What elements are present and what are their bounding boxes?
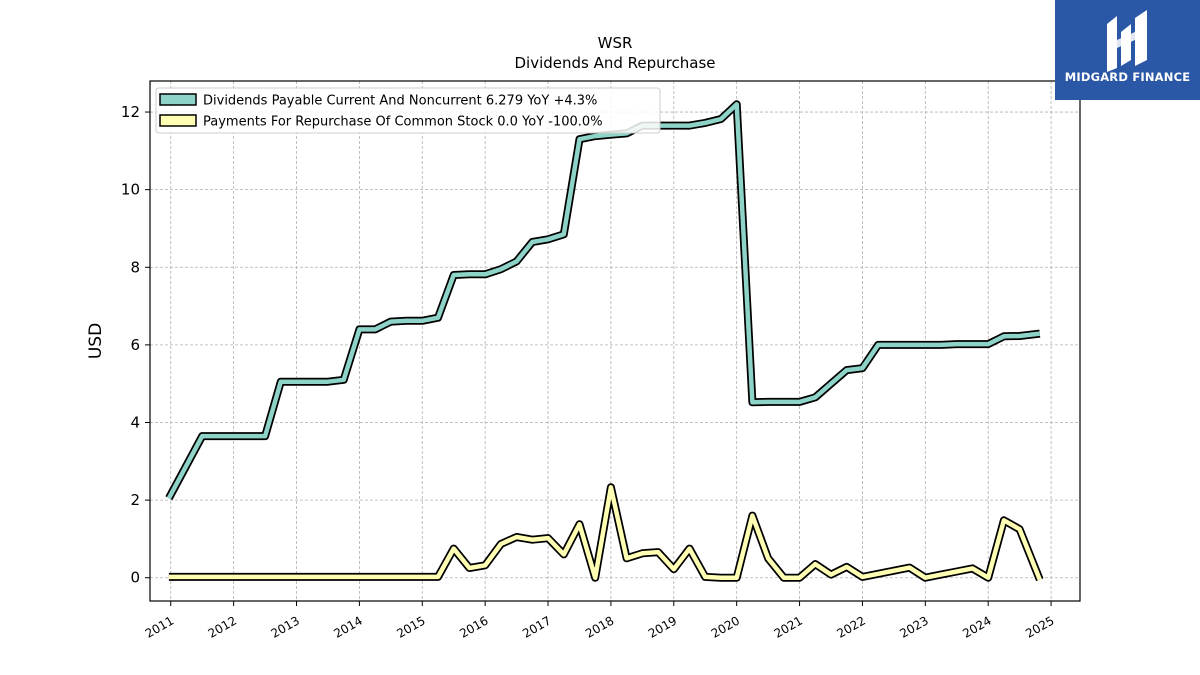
series-lines bbox=[165, 100, 1044, 582]
x-tick-label: 2025 bbox=[1023, 613, 1056, 640]
x-tick-label: 2013 bbox=[269, 613, 302, 640]
brand-logo: MIDGARD FINANCE bbox=[1055, 0, 1200, 100]
plot-frame bbox=[149, 80, 1081, 602]
y-tick-label: 4 bbox=[130, 413, 140, 431]
x-tick-label: 2022 bbox=[834, 613, 867, 640]
brand-mark-icon bbox=[1107, 10, 1147, 72]
x-tick-label: 2017 bbox=[520, 613, 553, 640]
x-tick-label: 2011 bbox=[143, 613, 176, 640]
y-axis: 0 2 4 6 8 10 12 bbox=[121, 103, 150, 587]
x-tick-label: 2023 bbox=[897, 613, 930, 640]
y-tick-label: 12 bbox=[121, 103, 140, 121]
x-tick-label: 2020 bbox=[709, 613, 742, 640]
y-axis-label: USD bbox=[86, 323, 106, 359]
legend-label-dividends: Dividends Payable Current And Noncurrent… bbox=[203, 94, 597, 109]
x-tick-label: 2024 bbox=[960, 613, 993, 640]
legend-swatch-repurchase bbox=[159, 114, 197, 127]
x-tick-label: 2018 bbox=[583, 613, 616, 640]
series-outline-dividends bbox=[165, 100, 1041, 501]
legend-box bbox=[155, 87, 661, 134]
x-tick-label: 2014 bbox=[331, 613, 364, 640]
brand-name: MIDGARD FINANCE bbox=[1064, 70, 1191, 84]
series-line-repurchase bbox=[168, 485, 1042, 581]
x-tick-label: 2019 bbox=[646, 613, 679, 640]
y-tick-label: 10 bbox=[121, 181, 140, 199]
y-tick-label: 8 bbox=[130, 258, 140, 276]
x-tick-label: 2015 bbox=[394, 613, 427, 640]
y-tick-label: 0 bbox=[130, 569, 140, 587]
x-tick-label: 2012 bbox=[206, 613, 239, 640]
chart-title: WSR bbox=[598, 34, 633, 52]
chart-subtitle: Dividends And Repurchase bbox=[514, 54, 715, 72]
x-tick-label: 2021 bbox=[772, 613, 805, 640]
legend-label-repurchase: Payments For Repurchase Of Common Stock … bbox=[203, 115, 603, 130]
legend: Dividends Payable Current And Noncurrent… bbox=[155, 87, 661, 134]
x-axis: 2011 2012 2013 2014 2015 2016 2017 2018 2019 2020… bbox=[143, 601, 1057, 641]
legend-swatch-dividends bbox=[159, 93, 197, 106]
x-tick-label: 2016 bbox=[457, 613, 490, 640]
y-tick-label: 2 bbox=[130, 491, 140, 509]
y-tick-label: 6 bbox=[130, 336, 140, 354]
series-line-dividends bbox=[166, 102, 1041, 500]
